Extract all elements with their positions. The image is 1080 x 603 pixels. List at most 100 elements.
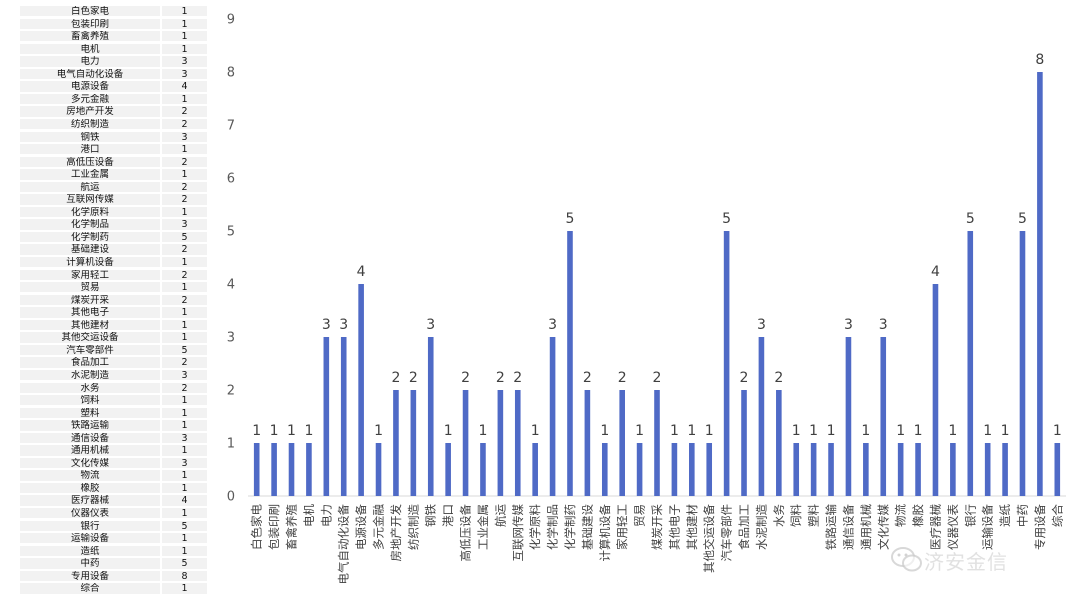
- bar: [375, 443, 382, 496]
- table-cell-industry: 饲料: [20, 395, 160, 407]
- x-tick-label: 通用机械: [859, 504, 873, 550]
- bar-data-label: 3: [339, 317, 348, 333]
- wechat-icon: [891, 547, 922, 572]
- table-row: 中药 5: [20, 558, 207, 570]
- table-cell-industry: 专用设备: [20, 570, 160, 583]
- x-tick-label: 电源设备: [354, 504, 368, 550]
- table-cell-industry: 化学制药: [20, 231, 160, 244]
- bar-data-label: 2: [496, 370, 505, 386]
- bar: [1019, 231, 1026, 496]
- table-cell-industry: 水务: [20, 382, 160, 394]
- x-tick-label: 多元金融: [372, 504, 386, 550]
- table-cell-industry: 银行: [20, 520, 160, 532]
- table-cell-count: 1: [162, 169, 207, 181]
- bar: [427, 337, 434, 496]
- bar-data-label: 8: [1035, 52, 1044, 68]
- bar: [1037, 72, 1043, 496]
- x-tick-label: 专用设备: [1033, 504, 1047, 550]
- table-cell-industry: 煤炭开采: [20, 294, 160, 307]
- table-row: 文化传媒 3: [20, 457, 207, 470]
- x-tick-label: 食品加工: [737, 504, 751, 550]
- table-cell-count: 1: [162, 43, 207, 56]
- table-row: 医疗器械 4: [20, 495, 207, 507]
- table-cell-industry: 多元金融: [20, 93, 160, 106]
- table-cell-count: 3: [162, 56, 207, 68]
- table-row: 造纸 1: [20, 545, 207, 558]
- bar-data-label: 1: [287, 423, 296, 439]
- table-cell-count: 4: [162, 495, 207, 507]
- x-tick-label: 综合: [1050, 504, 1064, 527]
- table-cell-count: 2: [162, 118, 207, 131]
- table-cell-industry: 综合: [20, 583, 160, 595]
- bar: [828, 443, 834, 496]
- bar: [984, 443, 991, 496]
- x-tick-label: 文化传媒: [876, 504, 890, 550]
- y-tick-label: 4: [227, 278, 235, 293]
- table-row: 包装印刷 1: [20, 18, 207, 30]
- table-cell-count: 2: [162, 181, 207, 194]
- table-cell-count: 1: [162, 407, 207, 419]
- bar-data-label: 2: [391, 370, 400, 386]
- bar-data-label: 1: [792, 423, 801, 439]
- x-tick-label: 通信设备: [841, 504, 855, 550]
- x-tick-label: 贸易: [633, 504, 647, 527]
- x-tick-label: 铁路运输: [824, 504, 838, 550]
- table-cell-count: 1: [162, 533, 207, 545]
- industry-count-table: 白色家电 1 包装印刷 1 畜禽养殖 1 电机 1 电力 3 电气自动化设备 3 电源设备 4 多元金融 1 房…: [20, 6, 207, 596]
- table-row: 其他交运设备 1: [20, 332, 207, 344]
- table-cell-industry: 运输设备: [20, 533, 160, 545]
- x-tick-label: 家用轻工: [615, 504, 629, 550]
- table-cell-industry: 食品加工: [20, 357, 160, 369]
- bar: [323, 337, 330, 496]
- table-cell-count: 3: [162, 432, 207, 445]
- bar-data-label: 1: [687, 423, 696, 439]
- table-cell-industry: 畜禽养殖: [20, 31, 160, 43]
- bar: [758, 337, 765, 496]
- x-tick-label: 畜禽养殖: [285, 504, 299, 550]
- x-tick-label: 白色家电: [250, 504, 264, 550]
- table-cell-count: 1: [162, 144, 207, 156]
- table-row: 贸易 1: [20, 282, 207, 294]
- table-row: 食品加工 2: [20, 357, 207, 369]
- table-cell-industry: 港口: [20, 144, 160, 156]
- bar: [741, 390, 747, 496]
- table-cell-industry: 医疗器械: [20, 495, 160, 507]
- bar-data-label: 1: [827, 423, 836, 439]
- bar-data-label: 1: [705, 423, 714, 439]
- y-tick-label: 1: [227, 437, 235, 452]
- table-cell-count: 1: [162, 545, 207, 558]
- table-cell-count: 3: [162, 369, 207, 382]
- table-row: 银行 5: [20, 520, 207, 532]
- bar-data-label: 1: [531, 423, 540, 439]
- table-row: 物流 1: [20, 470, 207, 482]
- table-cell-count: 1: [162, 319, 207, 332]
- x-tick-label: 电气自动化设备: [337, 504, 351, 585]
- x-tick-label: 造纸: [998, 504, 1012, 527]
- bar-data-label: 3: [844, 317, 853, 333]
- bar: [897, 443, 904, 496]
- table-cell-count: 5: [162, 344, 207, 357]
- table-cell-count: 1: [162, 482, 207, 495]
- table-row: 电源设备 4: [20, 81, 207, 93]
- table-row: 计算机设备 1: [20, 257, 207, 269]
- bar: [532, 443, 538, 496]
- x-tick-label: 塑料: [807, 504, 821, 527]
- table-cell-count: 2: [162, 244, 207, 256]
- table-cell-industry: 电气自动化设备: [20, 68, 160, 81]
- table-row: 港口 1: [20, 144, 207, 156]
- table-cell-industry: 纺织制造: [20, 118, 160, 131]
- x-tick-label: 水泥制造: [754, 504, 768, 550]
- table-cell-count: 2: [162, 194, 207, 206]
- x-tick-label: 计算机设备: [598, 504, 612, 562]
- bar: [950, 443, 956, 496]
- bar: [1054, 443, 1061, 496]
- x-tick-label: 钢铁: [424, 504, 438, 527]
- table-cell-industry: 造纸: [20, 545, 160, 558]
- x-tick-labels-group: 白色家电 包装印刷 畜禽养殖 电机 电力 电气自动化设备 电源设备 多元金融 房地产开发 纺织制造…: [250, 504, 1065, 585]
- table-row: 汽车零部件 5: [20, 344, 207, 357]
- bar: [271, 443, 277, 496]
- bar-data-label: 2: [513, 370, 522, 386]
- x-tick-label: 煤炭开采: [650, 504, 664, 550]
- bar: [793, 443, 800, 496]
